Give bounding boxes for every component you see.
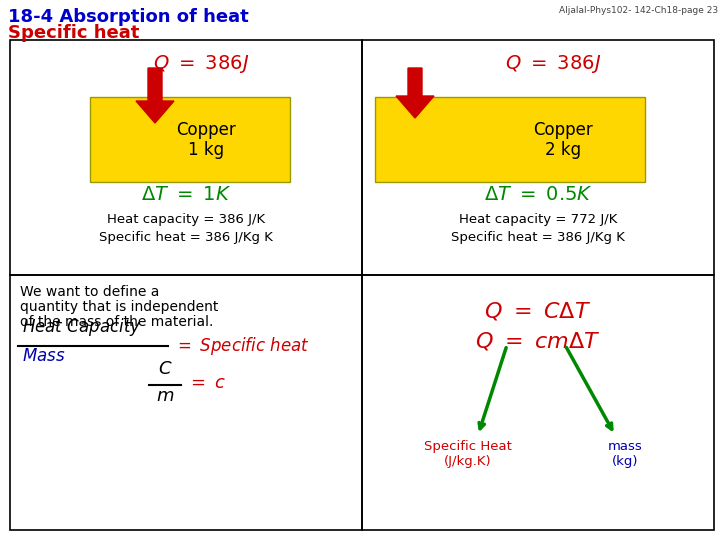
- Text: We want to define a: We want to define a: [20, 285, 159, 299]
- Text: $\Delta T\ =\ 0.5K$: $\Delta T\ =\ 0.5K$: [484, 186, 593, 204]
- Text: Copper: Copper: [533, 121, 593, 139]
- Bar: [90, 97, 290, 182]
- Text: 1 kg: 1 kg: [188, 141, 224, 159]
- Text: $Mass$: $Mass$: [22, 348, 66, 365]
- Bar: [10, 40, 362, 275]
- Bar: [375, 97, 645, 182]
- Text: mass: mass: [608, 440, 642, 453]
- Bar: [362, 40, 714, 275]
- Text: Aljalal-Phys102- 142-Ch18-page 23: Aljalal-Phys102- 142-Ch18-page 23: [559, 6, 718, 15]
- Text: (kg): (kg): [612, 455, 638, 468]
- FancyArrow shape: [136, 68, 174, 123]
- Text: $Heat\ Capacity$: $Heat\ Capacity$: [22, 316, 142, 338]
- Text: Specific heat = 386 J/Kg K: Specific heat = 386 J/Kg K: [451, 231, 625, 244]
- Text: Specific heat = 386 J/Kg K: Specific heat = 386 J/Kg K: [99, 231, 273, 244]
- Text: Specific heat: Specific heat: [8, 24, 140, 42]
- Text: Specific Heat: Specific Heat: [424, 440, 512, 453]
- Text: $=\ Specific\ heat$: $=\ Specific\ heat$: [174, 335, 310, 357]
- Text: $m$: $m$: [156, 387, 174, 405]
- Text: Copper: Copper: [176, 121, 236, 139]
- Text: Heat capacity = 386 J/K: Heat capacity = 386 J/K: [107, 213, 265, 226]
- Bar: [362, 275, 714, 530]
- Text: $=\ c$: $=\ c$: [187, 374, 227, 392]
- Text: $Q\ =\ cm\Delta T$: $Q\ =\ cm\Delta T$: [475, 330, 600, 352]
- Text: Heat capacity = 772 J/K: Heat capacity = 772 J/K: [459, 213, 617, 226]
- Text: $C$: $C$: [158, 360, 172, 378]
- Text: $Q\ =\ C\Delta T$: $Q\ =\ C\Delta T$: [485, 300, 592, 322]
- Text: $Q\ =\ 386J$: $Q\ =\ 386J$: [505, 53, 601, 75]
- Text: 18-4 Absorption of heat: 18-4 Absorption of heat: [8, 8, 248, 26]
- Bar: [10, 275, 362, 530]
- Text: 2 kg: 2 kg: [545, 141, 581, 159]
- Text: quantity that is independent: quantity that is independent: [20, 300, 218, 314]
- Text: $\Delta T\ =\ 1K$: $\Delta T\ =\ 1K$: [141, 186, 231, 204]
- Text: (J/kg.K): (J/kg.K): [444, 455, 492, 468]
- Text: of the mass of the material.: of the mass of the material.: [20, 315, 213, 329]
- Text: $Q\ =\ 386J$: $Q\ =\ 386J$: [153, 53, 249, 75]
- FancyArrow shape: [396, 68, 434, 118]
